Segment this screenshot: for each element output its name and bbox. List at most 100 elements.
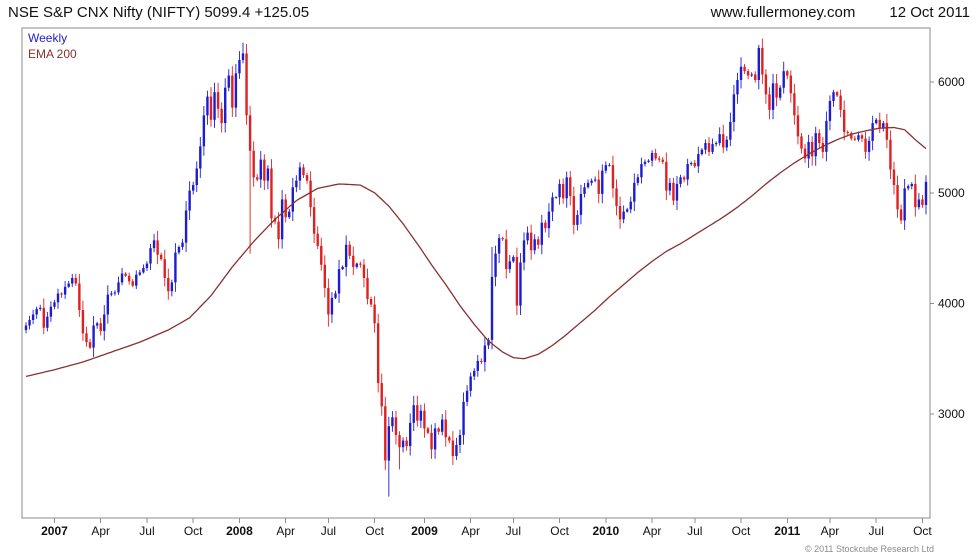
candle-body bbox=[729, 122, 732, 140]
candle-body bbox=[832, 92, 835, 102]
candle-body bbox=[181, 242, 184, 248]
candle-body bbox=[53, 302, 56, 307]
candle-body bbox=[590, 180, 593, 183]
candle-body bbox=[398, 435, 401, 448]
candle-body bbox=[394, 417, 398, 436]
candle-body bbox=[526, 232, 529, 241]
candle-body bbox=[885, 123, 889, 140]
x-tick-label: Apr bbox=[91, 524, 110, 538]
candle-body bbox=[337, 269, 341, 294]
candle-body bbox=[558, 183, 561, 198]
candle-body bbox=[334, 293, 337, 298]
candle-body bbox=[686, 164, 689, 180]
y-axis: 3000 4000 5000 6000 bbox=[930, 75, 965, 421]
candle-body bbox=[259, 159, 262, 180]
candle-body bbox=[408, 422, 412, 447]
website-text: www.fullermoney.com bbox=[710, 4, 856, 21]
candle-body bbox=[608, 165, 611, 167]
candle-body bbox=[362, 264, 366, 278]
candle-body bbox=[231, 75, 234, 108]
candle-body bbox=[78, 283, 81, 311]
candle-body bbox=[149, 248, 152, 264]
candle-body bbox=[387, 426, 391, 461]
candle-body bbox=[248, 115, 252, 151]
candle-body bbox=[857, 135, 860, 140]
x-tick-label: Jul bbox=[687, 524, 702, 538]
candle-body bbox=[554, 197, 558, 199]
y-tick-label: 4000 bbox=[938, 296, 965, 310]
candle-body bbox=[473, 370, 476, 377]
candle-body bbox=[138, 272, 142, 275]
candle-body bbox=[739, 66, 743, 80]
candle-body bbox=[344, 244, 348, 267]
candle-body bbox=[256, 177, 259, 180]
candle-body bbox=[668, 182, 672, 191]
x-tick-label: Oct bbox=[550, 524, 569, 538]
legend-ema-label: EMA 200 bbox=[28, 47, 77, 61]
candle-body bbox=[618, 206, 622, 220]
candle-body bbox=[476, 360, 479, 371]
candle-body bbox=[586, 182, 590, 188]
x-tick-label: Oct bbox=[732, 524, 751, 538]
candle-body bbox=[245, 53, 248, 116]
x-tick-label: Oct bbox=[184, 524, 203, 538]
x-tick-label: 2010 bbox=[592, 524, 619, 538]
candle-body bbox=[537, 239, 540, 245]
candle-body bbox=[480, 360, 483, 363]
candle-body bbox=[46, 316, 49, 328]
candle-body bbox=[903, 188, 906, 221]
candle-body bbox=[384, 406, 387, 461]
candle-body bbox=[295, 180, 298, 188]
candle-body bbox=[323, 264, 327, 288]
candle-body bbox=[67, 283, 70, 287]
candle-body bbox=[117, 282, 120, 293]
candle-body bbox=[921, 199, 924, 205]
candle-body bbox=[302, 167, 305, 176]
candle-body bbox=[369, 298, 373, 305]
candle-body bbox=[241, 53, 245, 61]
candle-body bbox=[512, 256, 515, 262]
plot-border bbox=[21, 27, 931, 519]
candle-body bbox=[227, 75, 230, 88]
candle-body bbox=[448, 437, 451, 441]
candle-body bbox=[92, 325, 95, 348]
candle-body bbox=[871, 123, 874, 141]
candle-body bbox=[810, 141, 814, 157]
candle-body bbox=[505, 239, 508, 270]
candle-body bbox=[693, 162, 696, 167]
candle-body bbox=[842, 109, 846, 132]
x-tick-label: Jul bbox=[139, 524, 154, 538]
candle-body bbox=[914, 183, 917, 208]
candle-body bbox=[120, 273, 124, 283]
candle-body bbox=[291, 187, 294, 212]
candle-body bbox=[209, 96, 213, 120]
candle-body bbox=[455, 444, 458, 457]
candle-body bbox=[85, 333, 88, 343]
candle-body bbox=[764, 74, 768, 95]
candle-body bbox=[672, 182, 675, 201]
candle-body bbox=[195, 168, 198, 186]
candle-body bbox=[31, 314, 35, 321]
candle-body bbox=[284, 199, 287, 218]
candle-body bbox=[924, 181, 928, 205]
candle-body bbox=[835, 92, 839, 96]
candle-body bbox=[206, 96, 209, 116]
y-tick-label: 3000 bbox=[938, 407, 965, 421]
candle-body bbox=[561, 183, 565, 199]
candle-body bbox=[803, 148, 807, 159]
candle-body bbox=[341, 266, 344, 270]
candle-body bbox=[270, 168, 273, 219]
candle-body bbox=[775, 83, 778, 98]
candle-body bbox=[700, 149, 704, 155]
candle-body bbox=[39, 307, 42, 309]
candle-body bbox=[850, 133, 853, 139]
candle-body bbox=[316, 233, 319, 246]
candle-body bbox=[796, 115, 800, 137]
candle-body bbox=[103, 314, 106, 332]
candle-body bbox=[355, 263, 359, 267]
candle-body bbox=[110, 293, 113, 295]
candle-body bbox=[718, 134, 721, 144]
candle-body bbox=[167, 277, 170, 292]
candle-body bbox=[533, 239, 536, 251]
